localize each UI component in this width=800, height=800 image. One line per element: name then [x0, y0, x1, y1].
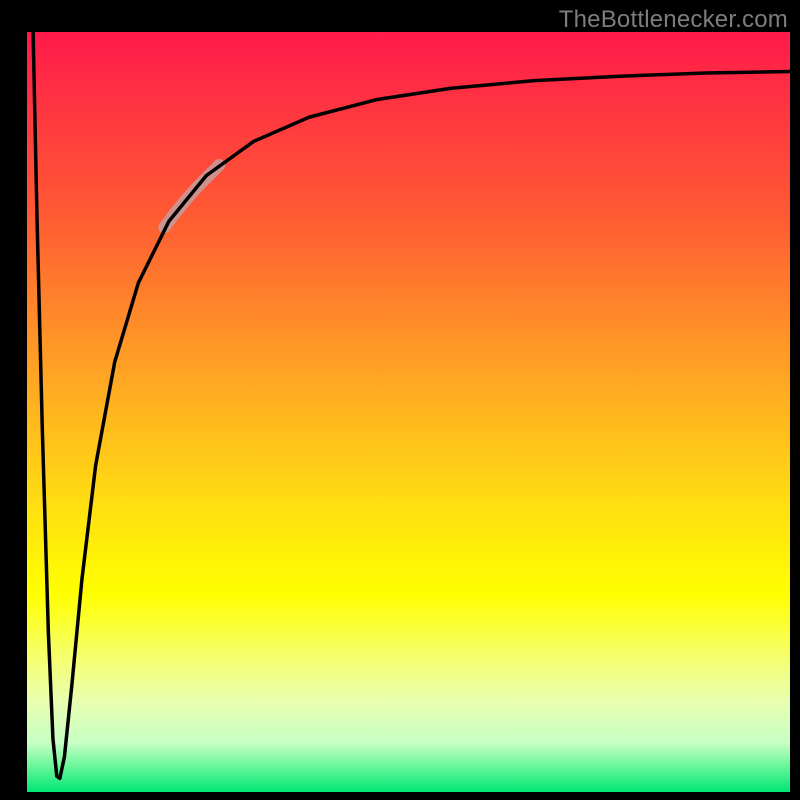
- frame-right: [790, 0, 800, 800]
- frame-bottom: [0, 792, 800, 800]
- frame-left: [0, 0, 27, 800]
- gradient-background: [27, 32, 790, 792]
- gradient-chart: [0, 0, 800, 800]
- attribution-text: TheBottlenecker.com: [559, 6, 788, 34]
- chart-wrap: TheBottlenecker.com: [0, 0, 800, 800]
